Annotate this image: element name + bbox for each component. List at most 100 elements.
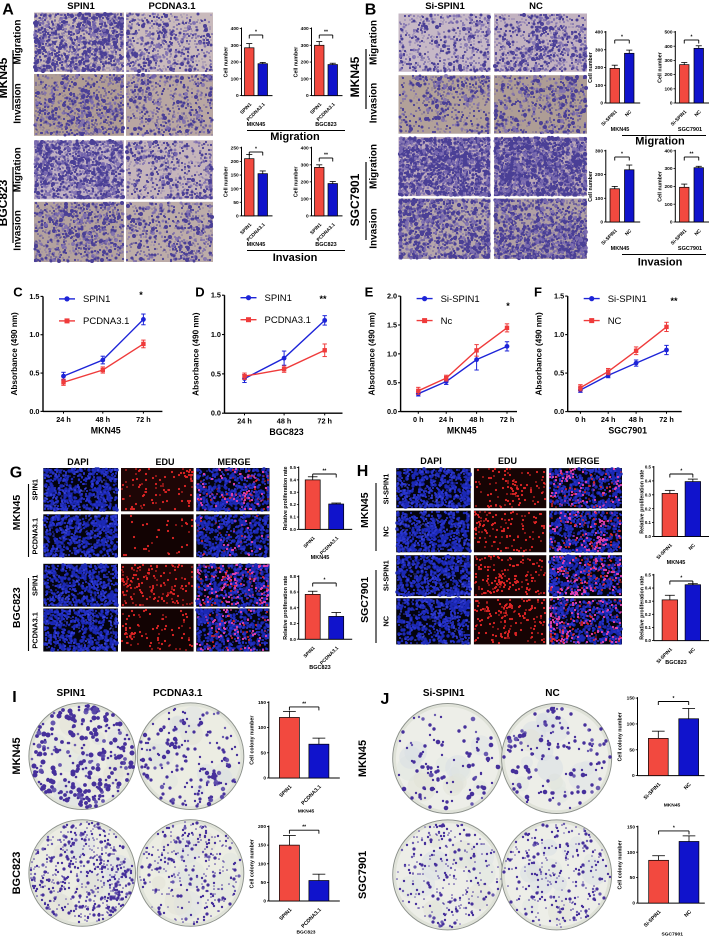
svg-text:150: 150 [258,843,266,849]
svg-text:0: 0 [236,93,239,99]
svg-text:MKN45: MKN45 [348,56,362,97]
svg-text:0.0: 0.0 [387,407,397,416]
svg-text:MKN45: MKN45 [11,495,23,531]
svg-text:**: ** [324,30,328,36]
svg-text:C: C [13,285,23,300]
svg-text:BGC823: BGC823 [296,930,315,936]
svg-text:*: * [673,825,675,831]
svg-text:*: * [680,469,682,475]
svg-text:1.5: 1.5 [554,292,564,301]
svg-text:Cell number: Cell number [588,52,594,83]
svg-text:SGC7901: SGC7901 [661,932,683,938]
svg-text:0: 0 [263,776,266,782]
svg-text:0 h: 0 h [413,415,424,424]
svg-text:150: 150 [627,824,635,830]
svg-text:Si-SPIN1: Si-SPIN1 [425,1,465,12]
svg-text:0.3: 0.3 [645,492,652,497]
svg-text:0: 0 [632,901,635,907]
svg-text:PCDNA3.1: PCDNA3.1 [31,612,40,649]
svg-text:Migration: Migration [369,20,380,65]
svg-text:Invasion: Invasion [638,257,683,269]
svg-text:0.5: 0.5 [211,369,221,378]
svg-text:*: * [139,290,143,300]
svg-text:Cell number: Cell number [294,47,300,78]
svg-text:SPIN1: SPIN1 [83,294,110,305]
svg-text:*: * [673,696,675,702]
svg-text:Cell colony number: Cell colony number [249,716,255,765]
svg-text:Cell colony number: Cell colony number [249,839,255,888]
svg-text:0.4: 0.4 [645,586,652,591]
svg-text:0.2: 0.2 [290,502,297,507]
svg-text:MKN45: MKN45 [357,740,369,777]
svg-text:*: * [680,576,682,582]
svg-text:Nc: Nc [441,316,453,327]
svg-text:Relative proliferation rate: Relative proliferation rate [639,576,645,640]
svg-text:Cell number: Cell number [294,167,300,198]
svg-text:MKN45: MKN45 [664,803,681,809]
svg-text:300: 300 [231,43,239,49]
svg-text:48 h: 48 h [469,415,484,424]
svg-text:400: 400 [301,145,309,151]
svg-text:1.0: 1.0 [387,349,397,358]
svg-text:SPIN1: SPIN1 [67,1,95,12]
svg-text:*: * [691,35,693,41]
svg-text:NC: NC [688,542,698,552]
svg-text:0.5: 0.5 [645,573,652,578]
svg-text:BGC823: BGC823 [11,587,23,628]
svg-text:PCDNA3.1: PCDNA3.1 [31,518,40,555]
svg-text:SI-SPIN1: SI-SPIN1 [382,560,391,591]
svg-text:NC: NC [608,316,622,327]
svg-text:Migration: Migration [13,147,24,192]
svg-text:Cell number: Cell number [657,52,663,83]
svg-text:NC: NC [624,228,634,238]
svg-text:0.6: 0.6 [290,590,297,595]
svg-text:1.0: 1.0 [29,330,39,339]
svg-text:200: 200 [664,72,672,78]
svg-text:200: 200 [301,179,309,185]
svg-text:Cell colony number: Cell colony number [617,712,623,761]
svg-text:**: ** [302,701,306,707]
svg-text:Migration: Migration [270,131,320,143]
svg-text:SGC7901: SGC7901 [359,577,371,623]
svg-text:0: 0 [236,214,239,220]
svg-text:SGC7901: SGC7901 [678,246,702,252]
svg-text:0: 0 [600,101,603,107]
svg-text:100: 100 [301,76,309,82]
svg-text:MKN45: MKN45 [447,426,477,436]
svg-text:100: 100 [595,83,603,89]
svg-text:BGC823: BGC823 [0,179,10,226]
svg-text:400: 400 [231,26,239,32]
svg-text:100: 100 [231,186,239,192]
svg-text:0.2: 0.2 [645,612,652,617]
svg-text:0.5: 0.5 [29,368,39,377]
svg-text:**: ** [670,296,678,306]
svg-text:G: G [10,465,22,482]
svg-text:Absorbance (490 nm): Absorbance (490 nm) [192,312,201,396]
svg-text:PCDNA3.1: PCDNA3.1 [265,315,311,326]
svg-text:BGC823: BGC823 [11,852,23,895]
svg-text:0.0: 0.0 [554,407,564,416]
svg-text:Invasion: Invasion [369,83,380,124]
svg-text:SGC7901: SGC7901 [608,426,647,436]
svg-text:NC: NC [683,909,693,919]
svg-text:0.8: 0.8 [290,574,297,579]
svg-text:DAPI: DAPI [67,457,89,467]
svg-text:PCDNA3.1: PCDNA3.1 [83,316,129,327]
svg-text:0.5: 0.5 [645,465,652,470]
svg-text:Invasion: Invasion [273,252,318,264]
svg-text:SI-SPIN1: SI-SPIN1 [382,474,391,505]
svg-text:0.0: 0.0 [645,534,652,539]
svg-text:300: 300 [664,58,672,64]
svg-text:48 h: 48 h [277,417,292,426]
svg-text:SPIN1: SPIN1 [31,479,40,500]
svg-text:150: 150 [231,173,239,179]
svg-text:0.5: 0.5 [387,378,397,387]
svg-text:SGC7901: SGC7901 [678,127,702,133]
svg-text:Cell colony number: Cell colony number [618,840,624,889]
svg-text:0.4: 0.4 [645,479,652,484]
svg-text:*: * [255,147,257,153]
svg-text:48 h: 48 h [629,415,644,424]
svg-text:200: 200 [231,159,239,165]
svg-text:SGC7901: SGC7901 [357,851,369,899]
svg-text:0.1: 0.1 [290,515,297,520]
